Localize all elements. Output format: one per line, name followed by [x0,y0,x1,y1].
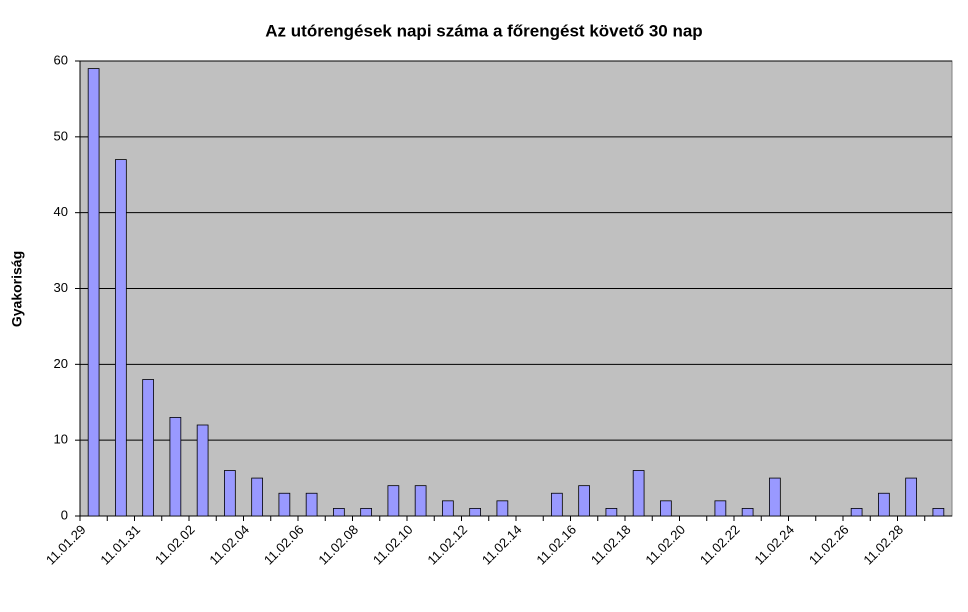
bar [115,159,127,517]
x-tick-label: 11.02.24 [751,522,797,568]
bar [932,508,945,517]
y-tick-label: 50 [54,128,68,143]
bar [224,470,236,517]
bar [169,417,182,517]
y-tick-label: 20 [54,356,68,371]
bar [333,508,345,517]
x-tick-label: 11.02.04 [206,522,252,568]
bar [387,485,400,517]
bar [469,508,481,517]
x-tick-label: 11.02.26 [806,522,852,568]
y-axis-label: Gyakoriság [9,251,25,327]
bar [632,470,645,517]
bar [769,477,781,517]
x-tick-label: 11.02.14 [479,522,525,568]
y-tick-label: 0 [61,507,68,522]
bar [251,477,263,517]
bar [142,379,154,517]
bar [278,492,291,517]
x-tick-label: 11.01.29 [43,522,89,568]
y-tick-label: 10 [54,432,68,447]
x-tick-label: 11.02.22 [697,522,743,568]
x-tick-label: 11.02.20 [642,522,688,568]
x-tick-label: 11.01.31 [97,522,143,568]
x-tick-label: 11.02.08 [315,522,361,568]
y-tick-label: 60 [54,52,68,67]
bar [905,477,917,517]
bar [714,500,727,517]
bar [850,508,863,517]
x-tick-label: 11.02.10 [370,522,416,568]
bar [578,485,590,517]
x-tick-label: 11.02.12 [424,522,470,568]
x-tick-label: 11.02.18 [588,522,634,568]
x-tick-label: 11.02.06 [261,522,307,568]
x-tick-label: 11.02.16 [533,522,579,568]
bar [305,492,318,517]
bar [87,68,100,517]
bar [605,508,618,517]
y-tick-label: 30 [54,280,68,295]
bar [442,500,454,517]
chart-title: Az utórengések napi száma a főrengést kö… [265,21,702,40]
bar [741,508,754,517]
bar [660,500,672,517]
bar [496,500,509,517]
bar [360,508,372,517]
x-tick-label: 11.02.28 [860,522,906,568]
bar [551,492,563,517]
bar [878,492,890,517]
x-tick-label: 11.02.02 [152,522,198,568]
bar [196,424,209,517]
bar [414,485,427,517]
y-tick-label: 40 [54,204,68,219]
